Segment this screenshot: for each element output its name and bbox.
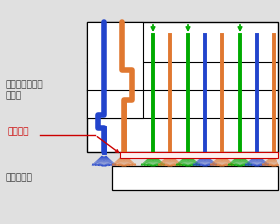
- Bar: [112, 166, 278, 190]
- Text: サセプター: サセプター: [5, 174, 32, 183]
- Bar: [120, 152, 278, 158]
- Bar: [87, 22, 278, 152]
- Text: ウェハー: ウェハー: [8, 127, 29, 136]
- Bar: [87, 22, 143, 118]
- Text: マルチシャワー
ヘッド: マルチシャワー ヘッド: [5, 80, 43, 101]
